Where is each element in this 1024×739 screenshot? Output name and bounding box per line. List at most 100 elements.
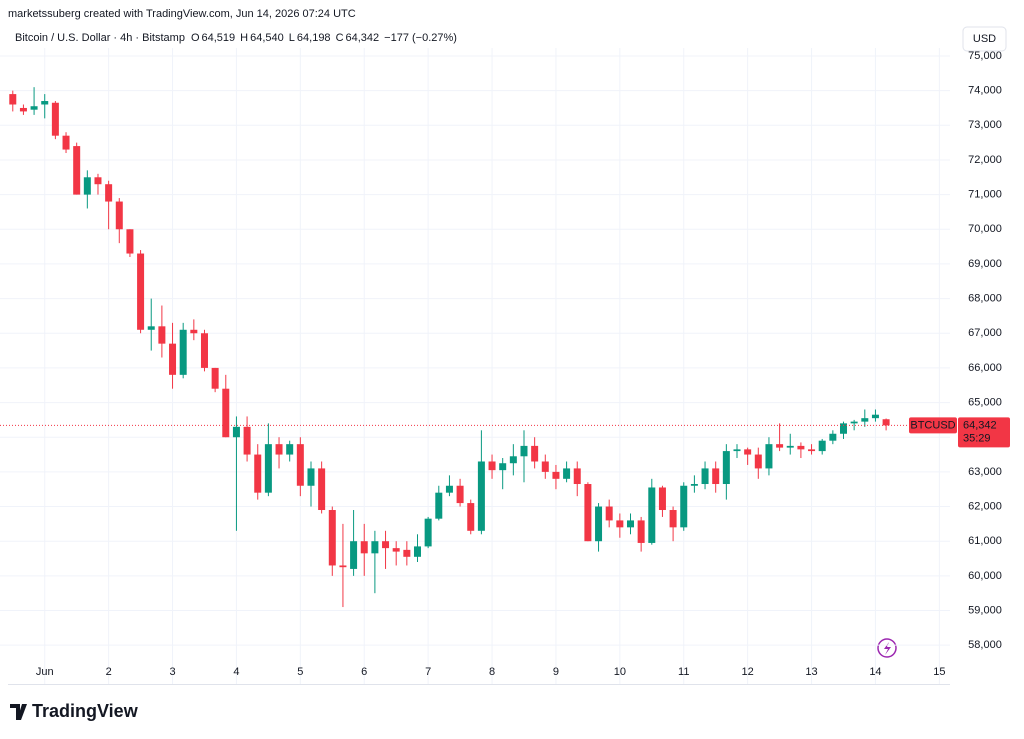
candle-body [62, 135, 70, 150]
candle-body [424, 518, 432, 547]
candle-body [137, 253, 145, 330]
candle-body [286, 444, 294, 455]
currency-button-label[interactable]: USD [973, 33, 996, 45]
icon-bolt [884, 642, 891, 655]
candle-body [776, 444, 784, 448]
candle-body [605, 506, 613, 521]
logo-mark [10, 704, 27, 720]
candle-body [541, 461, 549, 472]
candle-body [190, 329, 198, 334]
candle-body [413, 546, 421, 557]
candle-body [73, 146, 81, 195]
y-tick-label: 69,000 [968, 258, 1002, 270]
currency-button[interactable] [962, 26, 1007, 52]
y-tick-label: 58,000 [968, 639, 1002, 651]
candle-body [818, 440, 826, 452]
x-tick-label: 12 [742, 666, 754, 678]
countdown: 35:29 [963, 432, 991, 444]
candle-body [722, 451, 730, 485]
candle-body [264, 444, 272, 493]
x-tick-label: 15 [933, 666, 945, 678]
candle-body [360, 541, 368, 554]
candle-body [754, 454, 762, 469]
candle-body [499, 463, 507, 471]
candle-body [30, 106, 38, 110]
candle-body [520, 445, 528, 457]
candle-body [509, 456, 517, 464]
assistant-icon[interactable] [877, 638, 897, 658]
candle-body [307, 468, 315, 486]
candle-body [648, 487, 656, 543]
y-tick-label: 68,000 [968, 292, 1002, 304]
legend-key: C [336, 32, 344, 44]
candle-body [573, 468, 581, 485]
y-tick-label: 70,000 [968, 223, 1002, 235]
candle-body [147, 326, 155, 330]
candle-body [563, 468, 571, 479]
candle-body [850, 421, 858, 424]
chart-title: Bitcoin / U.S. Dollar · 4h · Bitstamp [15, 32, 185, 44]
x-tick-label: 8 [489, 666, 495, 678]
candle-body [477, 461, 485, 531]
candle-body [744, 449, 752, 455]
candle-body [115, 201, 123, 230]
candle-body [861, 418, 869, 422]
legend-key: O [191, 32, 200, 44]
symbol-label: BTCUSD [910, 419, 955, 431]
candle-body [200, 333, 208, 368]
candle-body [829, 433, 837, 441]
x-tick-label: 9 [553, 666, 559, 678]
x-tick-label: Jun [36, 666, 54, 678]
candle-body [786, 445, 794, 448]
legend-value: 64,519 [202, 32, 236, 44]
candle-body [94, 177, 102, 185]
candle-body [871, 414, 879, 419]
candle-body [456, 485, 464, 504]
x-tick-label: 7 [425, 666, 431, 678]
x-tick-label: 11 [678, 666, 689, 678]
y-tick-label: 66,000 [968, 362, 1002, 374]
candle-body [83, 177, 91, 195]
candle-body [701, 468, 709, 485]
logo: TradingView [10, 701, 139, 721]
candle-body [232, 426, 240, 438]
y-tick-label: 65,000 [968, 396, 1002, 408]
candle-body [105, 184, 113, 202]
candle-body [254, 454, 262, 493]
candle-body [9, 94, 17, 105]
y-tick-label: 75,000 [968, 50, 1002, 62]
legend-value: 64,342 [346, 32, 380, 44]
credit: marketssuberg created with TradingView.c… [8, 8, 356, 20]
y-tick-label: 60,000 [968, 570, 1002, 582]
legend-value: 64,198 [297, 32, 331, 44]
symbol-tag [909, 417, 957, 434]
candle-body [41, 101, 49, 105]
candle-body [19, 107, 27, 112]
candle-body [637, 520, 645, 543]
change-label: −177 (−0.27%) [384, 32, 457, 44]
y-tick-label: 71,000 [968, 189, 1002, 201]
candles [9, 87, 890, 608]
logo-text: TradingView [32, 701, 139, 721]
candle-body [584, 484, 592, 542]
candle-body [733, 449, 741, 452]
candle-body [328, 510, 336, 566]
icon-ring [877, 638, 897, 658]
candle-body [808, 449, 816, 452]
candle-body [626, 520, 634, 528]
x-tick-label: 6 [361, 666, 367, 678]
candle-body [797, 445, 805, 450]
candle-body [690, 484, 698, 486]
legend-key: L [289, 32, 295, 44]
x-tick-label: 3 [169, 666, 175, 678]
candle-body [445, 485, 453, 493]
candle-body [222, 388, 230, 438]
candle-body [488, 461, 496, 471]
candle-body [552, 471, 560, 479]
candle-body [658, 487, 666, 511]
x-tick-label: 2 [106, 666, 112, 678]
y-tick-label: 62,000 [968, 500, 1002, 512]
candle-body [882, 419, 890, 426]
candle-body [467, 503, 475, 531]
